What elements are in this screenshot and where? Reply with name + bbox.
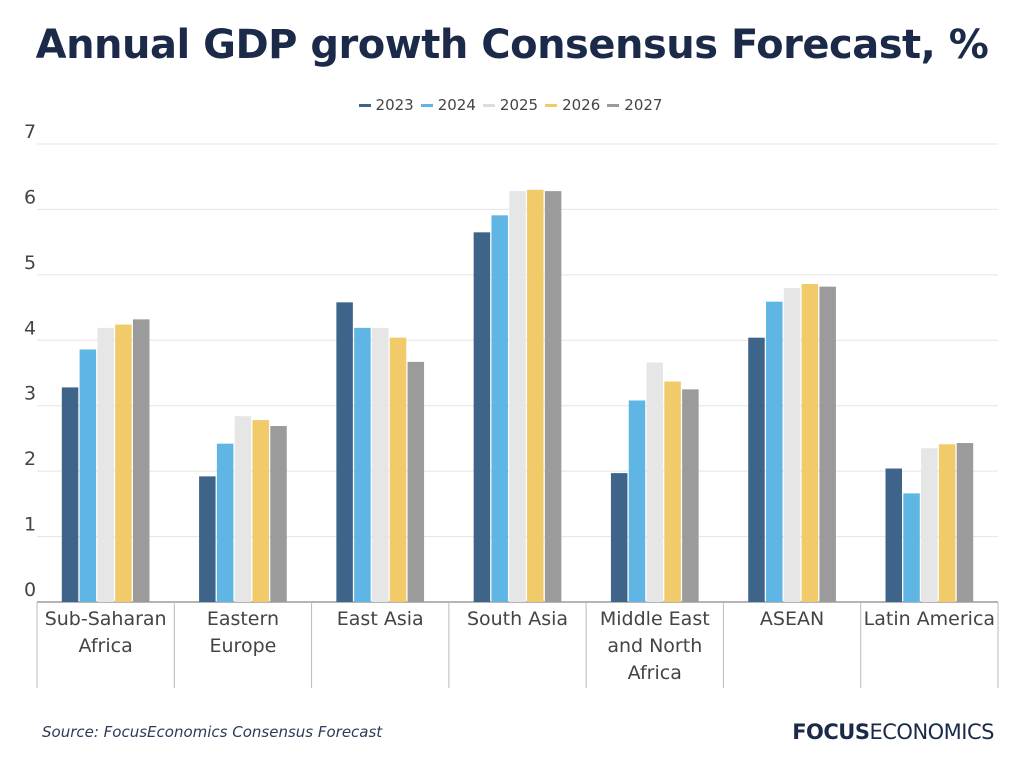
bar-2-2024 [354, 327, 371, 602]
bar-5-2027 [819, 286, 836, 602]
legend-swatch-2023 [358, 103, 371, 107]
bar-4-2026 [664, 381, 681, 602]
bar-5-2026 [801, 284, 819, 602]
bar-6-2024 [903, 493, 920, 602]
y-tick-label-6: 6 [24, 186, 36, 208]
legend-label-2024: 2024 [437, 96, 476, 114]
chart-title: Annual GDP growth Consensus Forecast, % [35, 22, 989, 68]
bar-0-2023 [61, 387, 79, 602]
y-tick-label-2: 2 [24, 448, 36, 470]
bar-3-2027 [544, 191, 562, 602]
bar-2-2025 [371, 327, 389, 602]
y-tick-label-1: 1 [24, 514, 36, 536]
legend-label-2023: 2023 [375, 96, 414, 114]
y-tick-label-4: 4 [24, 317, 36, 339]
category-label-5-0: ASEAN [760, 608, 824, 630]
bar-0-2025 [97, 327, 114, 602]
category-label-6-0: Latin America [864, 608, 995, 630]
category-label-1-0: Eastern [207, 608, 279, 630]
bar-2-2027 [407, 361, 425, 602]
bar-3-2024 [491, 215, 508, 602]
bar-1-2023 [199, 476, 216, 602]
bar-1-2026 [252, 420, 269, 602]
category-label-1-1: Europe [210, 635, 277, 657]
legend-label-2026: 2026 [562, 96, 601, 114]
y-tick-label-0: 0 [24, 579, 36, 601]
bar-6-2026 [938, 444, 956, 602]
category-label-2-0: East Asia [337, 608, 424, 630]
y-tick-label-5: 5 [24, 252, 36, 274]
bar-2-2026 [389, 337, 407, 602]
bar-6-2027 [956, 443, 974, 602]
category-label-0-1: Africa [79, 635, 133, 657]
bar-0-2026 [115, 324, 132, 602]
legend-swatch-2027 [607, 103, 620, 107]
y-tick-label-3: 3 [24, 383, 36, 405]
bar-4-2025 [646, 362, 664, 602]
bar-4-2023 [610, 473, 628, 602]
focuseconomics-logo: FOCUSECONOMICS [792, 720, 994, 744]
bar-3-2023 [473, 232, 491, 603]
legend-item-2023: 2023 [358, 96, 414, 114]
legend-item-2027: 2027 [607, 96, 662, 114]
bar-1-2025 [234, 416, 252, 602]
category-label-4-1: and North [607, 635, 702, 657]
bar-4-2027 [682, 389, 699, 602]
bar-4-2024 [628, 400, 646, 602]
legend-item-2024: 2024 [420, 96, 476, 114]
logo-bold-text: FOCUS [792, 720, 870, 744]
bar-1-2027 [270, 425, 287, 602]
bar-chart: 0 1 2 3 4 5 6 7 Sub-Saharan Africa Eastern Europe Ea… [24, 121, 999, 688]
legend-label-2025: 2025 [499, 96, 539, 114]
logo-light-text: ECONOMICS [869, 720, 994, 744]
legend-item-2025: 2025 [482, 96, 539, 114]
category-label-3-0: South Asia [467, 608, 568, 630]
bar-3-2026 [527, 189, 544, 603]
chart-legend: 2023 2024 2025 2026 2027 [0, 96, 1024, 114]
bar-2-2023 [336, 302, 353, 602]
bar-3-2025 [509, 191, 526, 602]
legend-item-2026: 2026 [545, 96, 600, 114]
category-label-4-2: Africa [628, 662, 682, 684]
bar-6-2025 [921, 448, 938, 602]
category-label-0-0: Sub-Saharan [45, 608, 167, 630]
bar-0-2024 [79, 349, 97, 602]
legend-swatch-2025 [482, 103, 495, 107]
bar-5-2023 [748, 337, 765, 602]
y-tick-label-7: 7 [24, 121, 36, 143]
bar-0-2027 [132, 319, 150, 602]
category-label-4-0: Middle East [600, 608, 710, 630]
bar-5-2025 [783, 287, 801, 602]
legend-swatch-2024 [420, 103, 433, 107]
legend-swatch-2026 [545, 103, 558, 107]
bar-6-2023 [885, 468, 903, 602]
source-note: Source: FocusEconomics Consensus Forecas… [42, 723, 383, 741]
bar-1-2024 [216, 443, 234, 602]
legend-label-2027: 2027 [624, 96, 663, 114]
bar-5-2024 [766, 301, 783, 602]
